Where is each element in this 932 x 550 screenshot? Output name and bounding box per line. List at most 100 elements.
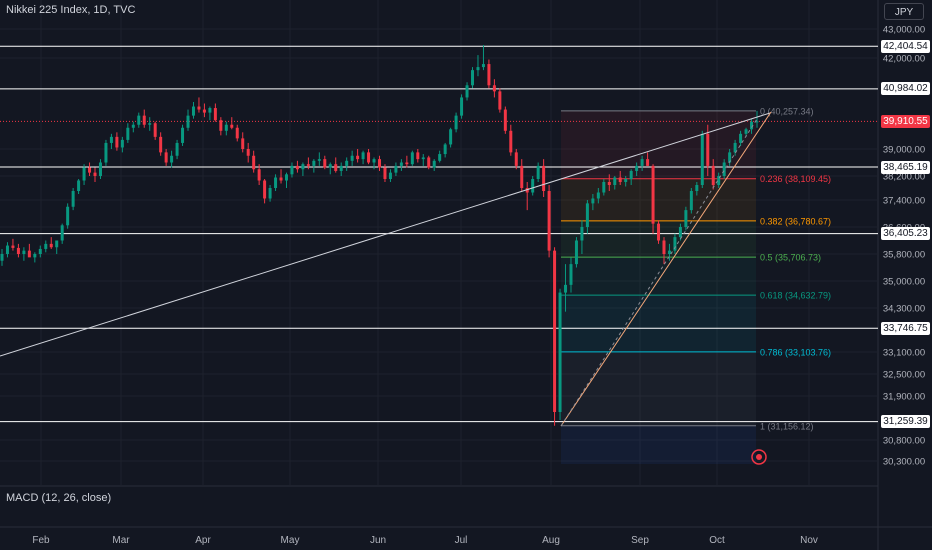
candle-body bbox=[476, 67, 480, 71]
candle-body bbox=[137, 115, 141, 125]
candle-body bbox=[602, 182, 606, 193]
x-tick-label: Sep bbox=[631, 535, 649, 546]
candle-body bbox=[268, 188, 272, 199]
candle-body bbox=[465, 85, 469, 98]
y-tick-label: 30,800.00 bbox=[883, 436, 925, 447]
fib-zone bbox=[561, 295, 756, 352]
candle-body bbox=[98, 162, 102, 176]
candle-body bbox=[27, 250, 31, 258]
fib-zone bbox=[561, 425, 756, 464]
fib-zone bbox=[561, 178, 756, 221]
candle-body bbox=[49, 243, 53, 248]
candle-body bbox=[744, 129, 748, 134]
record-icon[interactable] bbox=[751, 449, 767, 465]
candle-body bbox=[202, 109, 206, 113]
candle-body bbox=[684, 210, 688, 227]
candle-body bbox=[82, 167, 86, 181]
candle-body bbox=[624, 179, 628, 182]
candle-body bbox=[635, 165, 639, 171]
candle-body bbox=[120, 139, 124, 148]
candle-body bbox=[536, 165, 540, 179]
fib-zone bbox=[561, 257, 756, 296]
candle-body bbox=[454, 115, 458, 130]
candle-body bbox=[301, 164, 305, 170]
y-tick-label: 34,300.00 bbox=[883, 304, 925, 315]
candle-body bbox=[191, 106, 195, 116]
candle-body bbox=[38, 248, 42, 254]
candle-body bbox=[197, 106, 201, 110]
candle-body bbox=[383, 167, 387, 179]
candle-body bbox=[629, 170, 633, 179]
y-tick-label: 43,000.00 bbox=[883, 25, 925, 36]
x-tick-label: May bbox=[281, 535, 300, 546]
y-tick-label: 37,400.00 bbox=[883, 196, 925, 207]
candle-body bbox=[613, 177, 617, 185]
candle-body bbox=[109, 136, 113, 143]
candle-body bbox=[350, 155, 354, 161]
candle-body bbox=[547, 191, 551, 251]
candle-body bbox=[449, 129, 453, 145]
candle-body bbox=[514, 152, 518, 166]
candle-body bbox=[317, 159, 321, 161]
candle-body bbox=[405, 162, 409, 165]
candle-body bbox=[224, 124, 228, 131]
candle-body bbox=[104, 142, 108, 163]
y-tick-label: 32,500.00 bbox=[883, 370, 925, 381]
candle-body bbox=[263, 180, 267, 199]
fib-level-label: 1 (31,156.12) bbox=[760, 421, 814, 431]
y-tick-label: 38,200.00 bbox=[883, 172, 925, 183]
candle-body bbox=[421, 157, 425, 160]
currency-button[interactable]: JPY bbox=[884, 3, 924, 20]
candle-body bbox=[361, 152, 365, 160]
candle-body bbox=[372, 159, 376, 163]
price-level-label: 42,404.54 bbox=[881, 39, 930, 53]
candle-body bbox=[5, 245, 9, 254]
x-tick-label: Aug bbox=[542, 535, 560, 546]
fib-level-label: 0.236 (38,109.45) bbox=[760, 174, 831, 184]
macd-indicator-label: MACD (12, 26, close) bbox=[6, 492, 112, 504]
candle-body bbox=[399, 162, 403, 166]
candle-body bbox=[520, 165, 524, 188]
candle-body bbox=[591, 198, 595, 204]
candle-body bbox=[323, 159, 327, 168]
candle-body bbox=[487, 64, 491, 86]
price-level-label: 38,465.19 bbox=[881, 160, 930, 174]
candle-body bbox=[728, 152, 732, 163]
candle-body bbox=[246, 149, 250, 156]
candle-body bbox=[115, 136, 119, 148]
candle-body bbox=[471, 70, 475, 86]
candle-body bbox=[558, 292, 562, 412]
candle-body bbox=[443, 144, 447, 155]
candle-body bbox=[410, 152, 414, 165]
candle-body bbox=[356, 155, 360, 160]
candle-body bbox=[60, 225, 64, 241]
candle-body bbox=[175, 142, 179, 156]
fib-diagonal bbox=[560, 118, 758, 427]
candle-body bbox=[717, 176, 721, 185]
candle-body bbox=[339, 165, 343, 171]
candle-body bbox=[394, 165, 398, 173]
candle-body bbox=[235, 127, 239, 139]
candle-body bbox=[164, 152, 168, 163]
candle-body bbox=[11, 245, 15, 248]
candle-body bbox=[153, 123, 157, 137]
candle-body bbox=[580, 227, 584, 241]
candle-body bbox=[460, 97, 464, 116]
x-tick-label: Feb bbox=[32, 535, 50, 546]
candle-body bbox=[33, 254, 37, 258]
fib-level-label: 0.786 (33,103.76) bbox=[760, 347, 831, 357]
y-tick-label: 33,100.00 bbox=[883, 348, 925, 359]
candle-body bbox=[388, 172, 392, 179]
candle-body bbox=[71, 191, 75, 207]
fib-level-label: 0.5 (35,706.73) bbox=[760, 253, 821, 263]
y-tick-label: 35,800.00 bbox=[883, 250, 925, 261]
candle-body bbox=[416, 152, 420, 160]
candle-body bbox=[657, 223, 661, 241]
candle-body bbox=[159, 136, 163, 153]
candle-body bbox=[733, 142, 737, 153]
candle-body bbox=[279, 177, 283, 181]
x-tick-label: Mar bbox=[112, 535, 130, 546]
candle-body bbox=[531, 179, 535, 193]
candle-body bbox=[126, 127, 130, 140]
